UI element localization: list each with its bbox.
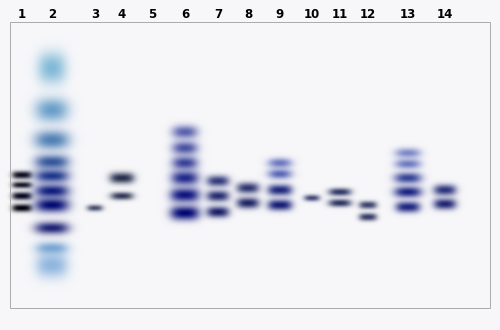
Text: 4: 4 <box>118 8 126 20</box>
Text: 8: 8 <box>244 8 252 20</box>
Text: 9: 9 <box>276 8 284 20</box>
Text: 14: 14 <box>437 8 453 20</box>
Text: 5: 5 <box>148 8 156 20</box>
Text: 1: 1 <box>18 8 26 20</box>
Text: 7: 7 <box>214 8 222 20</box>
Bar <box>10 22 490 308</box>
Text: 12: 12 <box>360 8 376 20</box>
Text: 13: 13 <box>400 8 416 20</box>
Text: 6: 6 <box>181 8 189 20</box>
Text: 10: 10 <box>304 8 320 20</box>
Text: 11: 11 <box>332 8 348 20</box>
Text: 2: 2 <box>48 8 56 20</box>
Text: 3: 3 <box>91 8 99 20</box>
